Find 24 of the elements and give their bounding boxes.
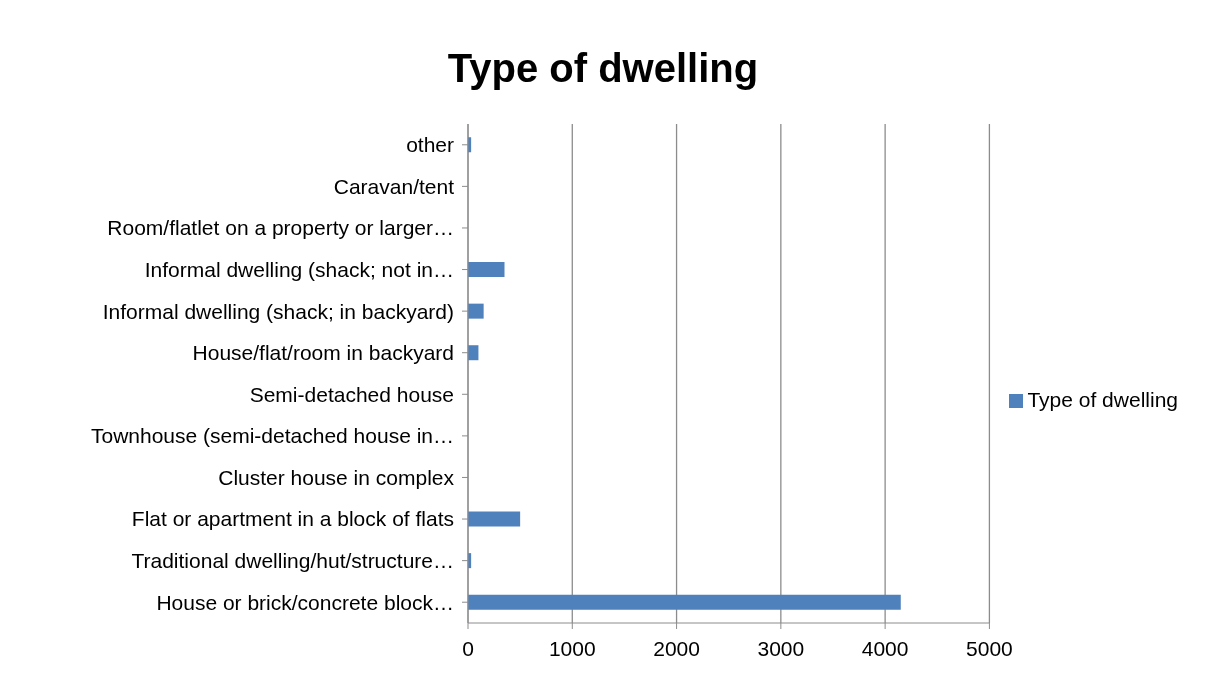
- y-tick-label: Informal dwelling (shack; not in…: [144, 258, 454, 281]
- bar: [468, 511, 521, 527]
- x-tick-label: 2000: [653, 636, 700, 660]
- y-tick-label: Flat or apartment in a block of flats: [131, 507, 454, 531]
- y-tick-label: House or brick/concrete block…: [156, 590, 454, 614]
- y-tick-label: other: [406, 133, 454, 157]
- y-tick-label: Cluster house in complex: [218, 465, 455, 489]
- x-tick-label: 0: [462, 636, 474, 660]
- x-tick-label: 5000: [966, 636, 1013, 660]
- y-tick-label: House/flat/room in backyard: [192, 341, 454, 365]
- bar: [468, 262, 505, 278]
- bar: [468, 594, 901, 610]
- y-tick-label: Informal dwelling (shack; in backyard): [102, 299, 454, 323]
- x-tick-label: 1000: [548, 636, 596, 660]
- y-tick-label: Caravan/tent: [333, 174, 455, 198]
- y-tick-label: Traditional dwelling/hut/structure…: [131, 549, 454, 573]
- y-tick-label: Semi-detached house: [249, 382, 454, 406]
- bar: [468, 303, 484, 319]
- chart-title: Type of dwelling: [446, 45, 760, 92]
- y-tick-label: Townhouse (semi-detached house in…: [90, 424, 454, 448]
- x-tick-label: 3000: [757, 636, 805, 660]
- y-tick-label: Room/flatlet on a property or larger…: [107, 216, 454, 240]
- x-tick-label: 4000: [861, 636, 909, 660]
- legend-label: Type of dwelling: [1027, 387, 1178, 411]
